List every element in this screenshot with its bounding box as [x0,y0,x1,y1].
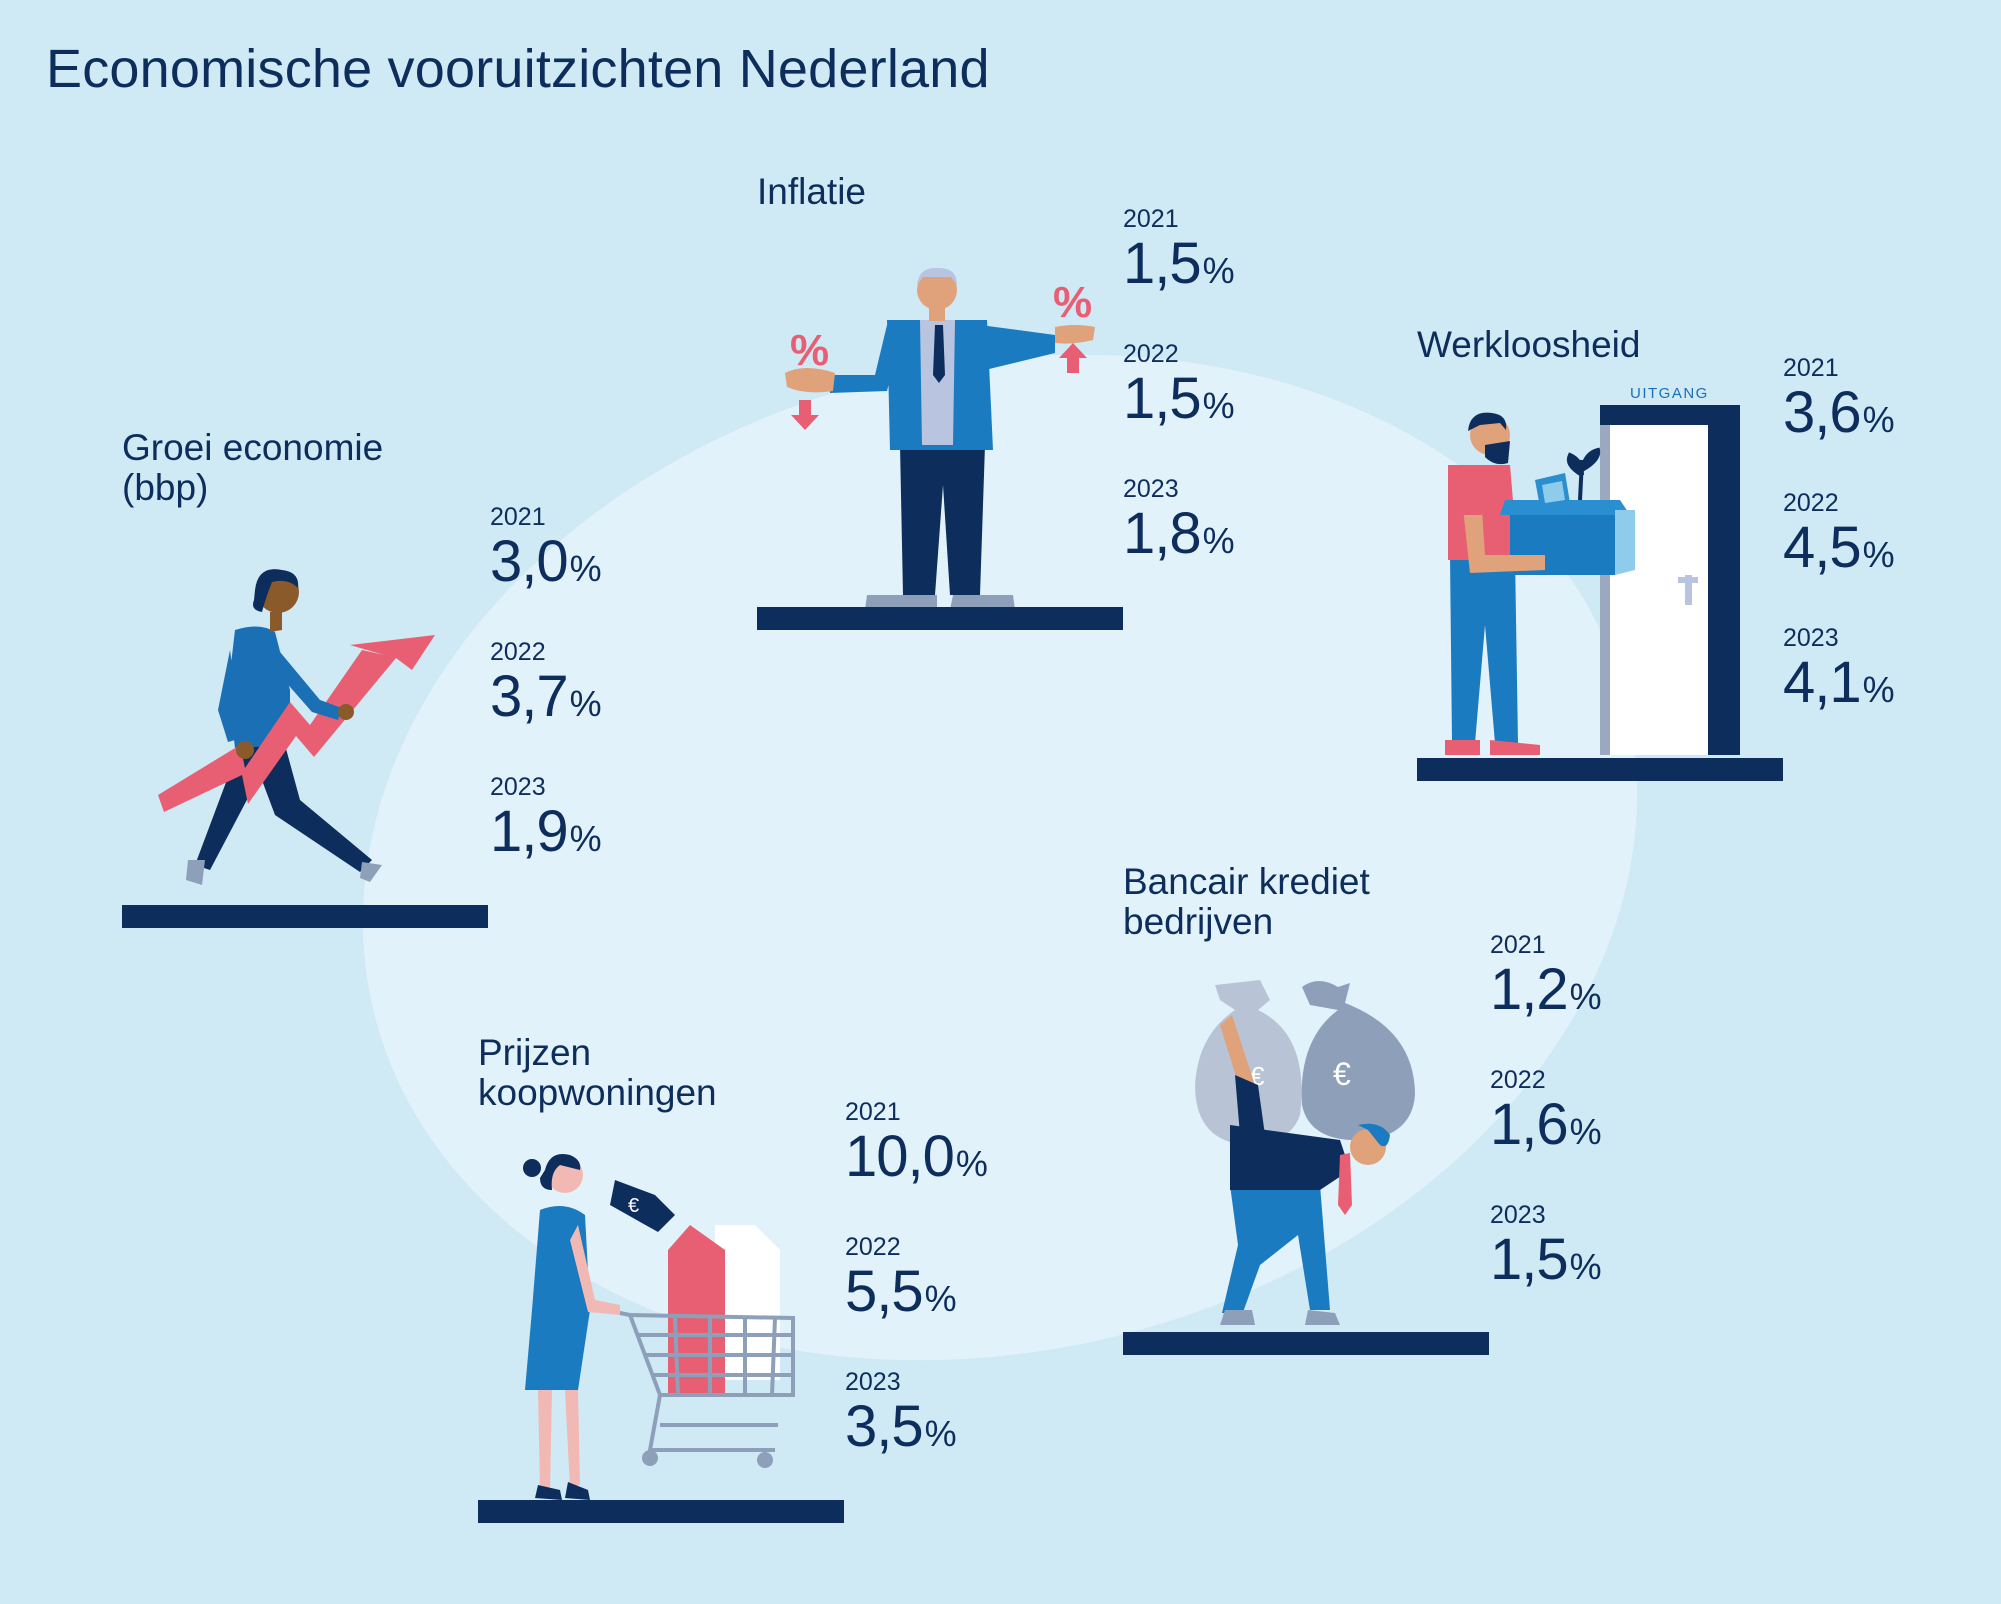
stat-year: 2023 [1123,475,1179,503]
stat-year: 2021 [1783,354,1839,382]
groei-shelf [122,905,488,928]
stat-row: 2023 1,9% [490,772,602,907]
stat-value: 3,5 [845,1394,924,1459]
stat-row: 2022 1,6% [1490,1065,1602,1200]
stat-unit: % [1569,976,1602,1017]
stat-unit: % [1862,399,1895,440]
stat-unit: % [955,1143,988,1184]
stat-unit: % [924,1413,957,1454]
man-leaving-door-illustration [1445,405,1740,755]
stat-year: 2023 [490,773,546,801]
stat-year: 2022 [1783,489,1839,517]
stat-year: 2021 [1123,205,1179,233]
stat-value: 3,7 [490,664,569,729]
stat-year: 2023 [845,1368,901,1396]
stat-unit: % [569,818,602,859]
stat-year: 2021 [845,1098,901,1126]
stat-row: 2023 1,5% [1490,1200,1602,1335]
stat-value: 4,5 [1783,515,1862,580]
stat-row: 2022 1,5% [1123,339,1235,474]
stat-row: 2021 1,2% [1490,930,1602,1065]
stat-year: 2022 [1123,340,1179,368]
stat-row: 2022 5,5% [845,1232,988,1367]
stat-year: 2021 [1490,931,1546,959]
stat-value: 5,5 [845,1259,924,1324]
stat-row: 2021 10,0% [845,1097,988,1232]
man-carrying-money-bags-illustration: € € [1195,980,1415,1325]
stat-value: 10,0 [845,1124,955,1189]
stat-value: 1,6 [1490,1092,1569,1157]
stat-unit: % [1202,385,1235,426]
stat-row: 2021 1,5% [1123,204,1235,339]
stat-unit: % [569,548,602,589]
door-exit-label: UITGANG [1630,385,1709,402]
woningen-shelf [478,1500,844,1523]
krediet-shelf [1123,1332,1489,1355]
groei-stats: 2021 3,0% 2022 3,7% 2023 1,9% [490,502,602,907]
svg-text:%: % [790,326,829,375]
stat-row: 2021 3,0% [490,502,602,637]
stat-value: 1,5 [1123,366,1202,431]
stat-value: 1,2 [1490,957,1569,1022]
stat-row: 2023 1,8% [1123,474,1235,609]
svg-text:€: € [628,1195,639,1217]
inflatie-shelf [757,607,1123,630]
stat-unit: % [1202,520,1235,561]
stat-year: 2023 [1783,624,1839,652]
krediet-stats: 2021 1,2% 2022 1,6% 2023 1,5% [1490,930,1602,1335]
svg-text:€: € [1333,1056,1351,1092]
woman-rising-arrow-illustration [158,569,435,885]
inflatie-title: Inflatie [757,171,867,212]
stat-row: 2022 3,7% [490,637,602,772]
businessman-scales-illustration: % % [785,267,1095,610]
werkloosheid-shelf [1417,758,1783,781]
stat-row: 2023 3,5% [845,1367,988,1502]
stat-year: 2022 [845,1233,901,1261]
werkloosheid-stats: 2021 3,6% 2022 4,5% 2023 4,1% [1783,353,1895,758]
svg-text:%: % [1053,278,1092,327]
stat-row: 2023 4,1% [1783,623,1895,758]
stat-value: 4,1 [1783,650,1862,715]
stat-unit: % [569,683,602,724]
stat-unit: % [1862,669,1895,710]
inflatie-stats: 2021 1,5% 2022 1,5% 2023 1,8% [1123,204,1235,609]
stat-value: 1,5 [1123,231,1202,296]
stat-year: 2023 [1490,1201,1546,1229]
woningen-stats: 2021 10,0% 2022 5,5% 2023 3,5% [845,1097,988,1502]
page-title: Economische vooruitzichten Nederland [46,39,990,99]
stat-year: 2021 [490,503,546,531]
stat-value: 3,6 [1783,380,1862,445]
stat-unit: % [1862,534,1895,575]
stat-unit: % [1202,250,1235,291]
stat-value: 1,9 [490,799,569,864]
groei-title: Groei economie (bbp) [122,427,384,508]
stat-value: 1,5 [1490,1227,1569,1292]
stat-row: 2022 4,5% [1783,488,1895,623]
woman-shopping-cart-house-illustration: € [523,1154,795,1500]
stat-unit: % [1569,1111,1602,1152]
stat-year: 2022 [1490,1066,1546,1094]
stat-unit: % [924,1278,957,1319]
krediet-title: Bancair krediet bedrijven [1123,861,1370,942]
werkloosheid-title: Werkloosheid [1417,324,1641,365]
stat-value: 3,0 [490,529,569,594]
woningen-title: Prijzen koopwoningen [478,1032,717,1113]
stat-value: 1,8 [1123,501,1202,566]
stat-row: 2021 3,6% [1783,353,1895,488]
stat-year: 2022 [490,638,546,666]
stat-unit: % [1569,1246,1602,1287]
